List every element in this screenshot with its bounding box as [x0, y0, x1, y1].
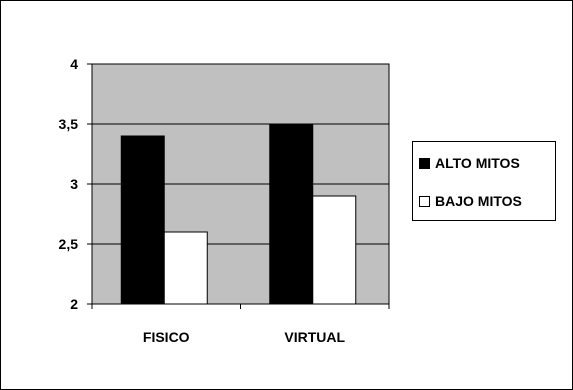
x-category-label: FISICO — [143, 329, 190, 345]
y-tick-label: 3 — [70, 176, 78, 192]
legend-item-alto: ALTO MITOS — [419, 154, 520, 172]
bar-virtual-alto-mitos — [269, 123, 314, 305]
bars — [120, 123, 357, 305]
y-tick-label: 3,5 — [59, 116, 79, 132]
legend-swatch-bajo — [419, 195, 430, 207]
legend-item-bajo: BAJO MITOS — [419, 192, 522, 210]
axis-labels: 2 2,5 3 3,5 4 FISICO VIRTUAL — [59, 56, 346, 345]
y-tick-label: 2 — [70, 296, 78, 312]
bar-fisico-bajo-mitos — [163, 231, 208, 305]
legend-swatch-alto — [419, 157, 430, 169]
bar-virtual-bajo-mitos — [312, 195, 357, 305]
y-tick-label: 4 — [70, 56, 78, 72]
legend: ALTO MITOS BAJO MITOS — [412, 141, 556, 221]
legend-label-alto: ALTO MITOS — [435, 155, 520, 171]
legend-label-bajo: BAJO MITOS — [435, 193, 522, 209]
y-tick-label: 2,5 — [59, 236, 79, 252]
axes — [87, 63, 390, 309]
bar-fisico-alto-mitos — [120, 135, 165, 305]
x-category-label: VIRTUAL — [284, 329, 345, 345]
